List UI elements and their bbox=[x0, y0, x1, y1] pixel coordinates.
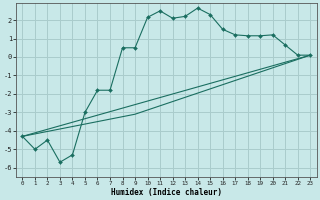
X-axis label: Humidex (Indice chaleur): Humidex (Indice chaleur) bbox=[111, 188, 222, 197]
